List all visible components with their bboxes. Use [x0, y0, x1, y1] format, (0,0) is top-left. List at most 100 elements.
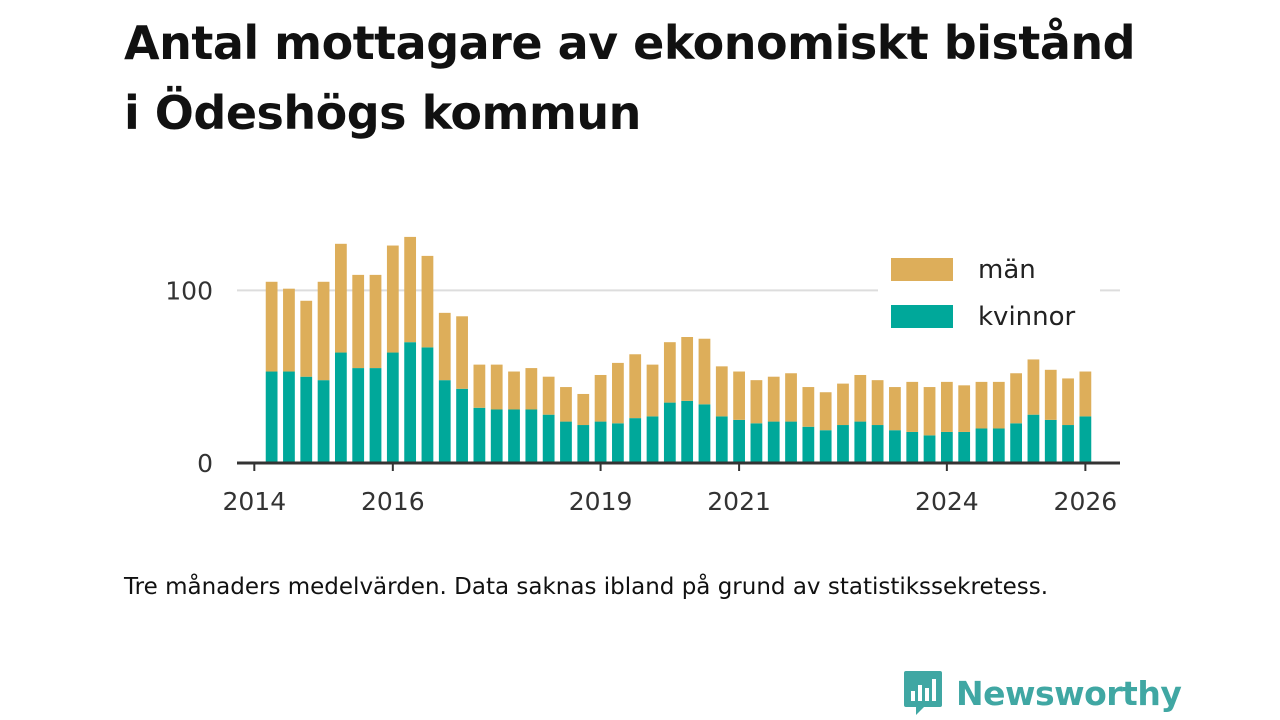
legend-swatch-man [891, 258, 953, 281]
bar-man-37 [906, 381, 919, 432]
bar-man-17 [560, 387, 572, 422]
chart-title: Antal mottagare av ekonomiskt bistånd i … [124, 8, 1224, 148]
chart-title-line-1: Antal mottagare av ekonomiskt bistånd [124, 16, 1136, 70]
bar-man-43 [1010, 373, 1023, 424]
bar-kvinnor-27 [733, 419, 745, 463]
bar-man-21 [629, 354, 642, 419]
bar-man-33 [837, 383, 849, 426]
bar-kvinnor-7 [386, 352, 399, 463]
bar-kvinnor-18 [577, 425, 590, 463]
bar-man-45 [1044, 369, 1057, 420]
bar-man-1 [283, 288, 295, 372]
bar-man-28 [750, 380, 763, 424]
bar-man-19 [594, 374, 607, 422]
x-tick-label-2026: 2026 [1054, 487, 1118, 516]
bar-man-20 [612, 362, 624, 424]
bar-kvinnor-42 [992, 428, 1005, 463]
y-tick-label-100: 100 [165, 276, 213, 305]
bar-man-44 [1027, 359, 1040, 415]
bar-kvinnor-17 [560, 421, 572, 463]
bar-kvinnor-12 [473, 407, 486, 463]
bar-kvinnor-5 [352, 368, 365, 463]
bar-kvinnor-45 [1044, 419, 1057, 463]
bar-kvinnor-32 [819, 430, 832, 463]
bar-man-39 [940, 381, 953, 432]
bar-man-30 [785, 373, 797, 422]
bar-man-29 [767, 376, 780, 422]
y-tick-label-0: 0 [197, 449, 213, 478]
bar-kvinnor-21 [629, 418, 642, 463]
bar-kvinnor-41 [975, 428, 988, 463]
legend-swatch-kvinnor [891, 305, 953, 328]
bar-man-47 [1079, 371, 1092, 417]
bar-kvinnor-39 [940, 431, 953, 463]
bar-man-35 [871, 380, 884, 426]
bar-kvinnor-8 [404, 342, 417, 463]
bar-kvinnor-40 [958, 431, 971, 463]
x-tick-label-2024: 2024 [915, 487, 979, 516]
bar-man-27 [733, 371, 745, 420]
legend-label-kvinnor: kvinnor [978, 302, 1076, 332]
bar-kvinnor-9 [421, 347, 434, 463]
bar-kvinnor-11 [456, 388, 468, 463]
bar-man-38 [923, 387, 936, 436]
bar-kvinnor-25 [698, 404, 711, 463]
bar-man-16 [542, 376, 555, 415]
bar-man-0 [265, 281, 278, 372]
bar-man-8 [404, 236, 417, 343]
axes: 0 100 2014 2016 2019 2021 2024 2026 [165, 276, 1120, 516]
bar-kvinnor-26 [715, 416, 728, 463]
bar-kvinnor-20 [612, 423, 624, 463]
bar-man-46 [1062, 378, 1074, 426]
brand-logo[interactable]: Newsworthy [902, 668, 1182, 718]
bar-kvinnor-4 [334, 352, 347, 463]
bar-man-36 [889, 387, 901, 431]
bar-man-7 [386, 245, 399, 353]
bar-man-13 [490, 364, 503, 410]
bar-kvinnor-34 [854, 421, 867, 463]
bar-man-40 [958, 385, 971, 432]
bar-kvinnor-24 [681, 400, 694, 463]
bar-man-10 [438, 312, 451, 381]
bar-kvinnor-2 [300, 376, 313, 463]
bar-man-23 [663, 342, 676, 403]
bar-man-14 [508, 371, 520, 410]
brand-name: Newsworthy [956, 673, 1182, 713]
bar-kvinnor-35 [871, 425, 884, 463]
bar-man-24 [681, 337, 694, 401]
bar-kvinnor-36 [889, 430, 901, 463]
newsworthy-logo-icon [904, 671, 942, 715]
bar-kvinnor-23 [663, 402, 676, 463]
bar-man-22 [646, 364, 659, 417]
bar-man-3 [317, 281, 330, 381]
legend: män kvinnor [878, 248, 1100, 344]
bar-man-18 [577, 393, 590, 426]
bar-kvinnor-44 [1027, 414, 1040, 463]
bar-kvinnor-22 [646, 416, 659, 463]
bar-man-32 [819, 392, 832, 431]
x-tick-label-2016: 2016 [361, 487, 425, 516]
bar-man-9 [421, 255, 434, 348]
bar-man-5 [352, 274, 365, 369]
bar-kvinnor-10 [438, 380, 451, 463]
bar-man-12 [473, 364, 486, 408]
x-tick-label-2014: 2014 [223, 487, 287, 516]
legend-label-man: män [978, 255, 1036, 285]
chart-note: Tre månaders medelvärden. Data saknas ib… [124, 574, 1049, 600]
bar-kvinnor-0 [265, 371, 278, 463]
bar-man-42 [992, 381, 1005, 429]
bar-man-34 [854, 374, 867, 422]
bar-kvinnor-31 [802, 426, 815, 463]
bar-man-41 [975, 381, 988, 429]
bar-kvinnor-29 [767, 421, 780, 463]
bar-kvinnor-28 [750, 423, 763, 463]
bar-kvinnor-43 [1010, 423, 1023, 463]
bar-kvinnor-1 [283, 371, 295, 463]
bar-man-15 [525, 368, 538, 410]
bar-kvinnor-16 [542, 414, 555, 463]
bar-man-11 [456, 316, 468, 389]
bar-kvinnor-15 [525, 409, 538, 463]
bar-man-26 [715, 366, 728, 417]
bar-kvinnor-38 [923, 435, 936, 463]
